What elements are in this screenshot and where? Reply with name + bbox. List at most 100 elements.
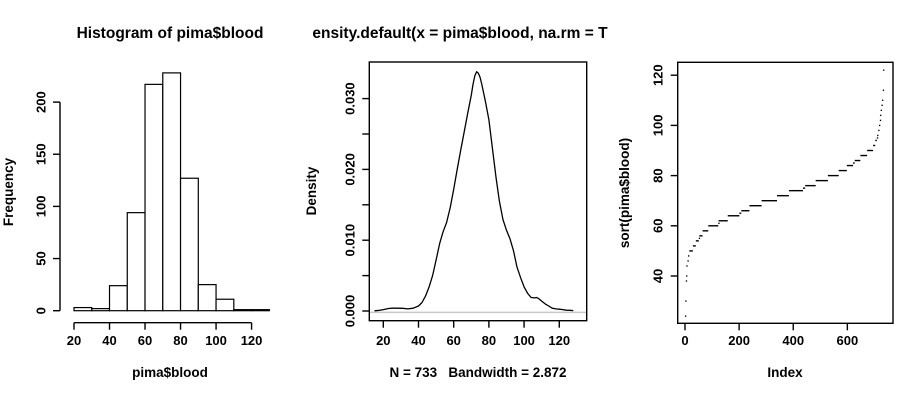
y-tick-label: 40 bbox=[650, 269, 665, 283]
sorted-values-chart: 0 200 400 600 40 60 80 100 120 Index sort(pima$b… bbox=[617, 61, 894, 380]
density-curve bbox=[374, 71, 574, 312]
data-points-run bbox=[876, 137, 879, 139]
sorted-values-ylabel: sort(pima$blood) bbox=[617, 138, 632, 248]
x-tick-label: 100 bbox=[513, 333, 535, 348]
plot-box bbox=[677, 61, 894, 324]
y-tick-label: 0.010 bbox=[342, 224, 357, 257]
x-tick-label: 40 bbox=[102, 333, 116, 348]
data-points-run bbox=[687, 260, 689, 262]
data-points-run bbox=[692, 245, 696, 247]
data-points-run bbox=[873, 144, 876, 147]
x-tick-label: 200 bbox=[728, 333, 750, 348]
y-tick-label: 80 bbox=[650, 168, 665, 182]
data-points-run bbox=[686, 265, 688, 267]
x-tick-label: 80 bbox=[482, 333, 496, 348]
data-points-run bbox=[749, 205, 762, 207]
data-points-run bbox=[838, 169, 847, 172]
density-xlabel: N = 733 Bandwidth = 2.872 bbox=[389, 365, 566, 380]
data-points-run bbox=[685, 280, 688, 282]
histogram-title: Histogram of pima$blood bbox=[77, 25, 264, 42]
sorted-values-plot-area: 0 200 400 600 40 60 80 100 120 bbox=[650, 61, 894, 348]
density-plot-area: 20 40 60 80 100 120 0.000 0.010 0.020 0.030 bbox=[342, 61, 588, 348]
data-points-run bbox=[846, 164, 854, 167]
data-points-run bbox=[802, 187, 806, 189]
histogram-xlabel: pima$blood bbox=[132, 365, 208, 380]
histogram-bar bbox=[179, 177, 199, 312]
data-points-run bbox=[741, 210, 750, 212]
data-points-run bbox=[685, 300, 687, 302]
data-points-run bbox=[686, 275, 688, 277]
density-title: ensity.default(x = pima$blood, na.rm = T bbox=[312, 25, 608, 42]
y-tick-label: 50 bbox=[33, 251, 48, 265]
data-points-run bbox=[880, 109, 882, 112]
sorted-values-panel: 0 200 400 600 40 60 80 100 120 Index sort(pima$b… bbox=[616, 0, 924, 400]
histogram-plot-area: 20 40 60 80 100 120 0 50 100 150 200 bbox=[33, 72, 270, 348]
x-tick-label: 600 bbox=[837, 333, 859, 348]
x-tick-label: 20 bbox=[376, 333, 390, 348]
data-points-run bbox=[777, 194, 789, 197]
data-points-run bbox=[879, 119, 882, 122]
y-tick-label: 150 bbox=[33, 143, 48, 165]
y-tick-label: 0.030 bbox=[342, 82, 357, 115]
data-points-run bbox=[877, 134, 879, 137]
histogram-bar bbox=[144, 83, 164, 312]
histogram-bar bbox=[162, 72, 182, 312]
data-points-run bbox=[881, 99, 884, 101]
data-points-run bbox=[853, 162, 855, 164]
y-tick-label: 0 bbox=[33, 307, 48, 314]
y-tick-label: 200 bbox=[33, 91, 48, 113]
data-points-run bbox=[718, 220, 728, 222]
histogram-bar bbox=[91, 308, 111, 312]
sorted-values-xlabel: Index bbox=[767, 365, 803, 380]
histogram-ylabel: Frequency bbox=[1, 157, 16, 226]
data-points-run bbox=[880, 114, 882, 117]
histogram-bar bbox=[233, 309, 253, 312]
y-tick-label: 60 bbox=[650, 219, 665, 233]
x-tick-label: 120 bbox=[548, 333, 570, 348]
data-points-run bbox=[860, 154, 868, 157]
data-points-run bbox=[788, 189, 803, 192]
histogram-bar bbox=[215, 298, 235, 312]
density-panel: 20 40 60 80 100 120 0.000 0.010 0.020 0.030 ensit… bbox=[304, 0, 616, 400]
data-points-run bbox=[761, 200, 778, 202]
y-tick-label: 100 bbox=[33, 196, 48, 218]
data-points-run bbox=[687, 255, 690, 257]
data-points-run bbox=[854, 159, 861, 162]
x-tick-label: 120 bbox=[241, 333, 263, 348]
y-tick-label: 0.000 bbox=[342, 295, 357, 328]
histogram-chart: 20 40 60 80 100 120 0 50 100 150 200 Histogram of … bbox=[1, 25, 270, 380]
data-points-run bbox=[881, 104, 883, 107]
data-points-run bbox=[883, 69, 885, 71]
y-tick-label: 0.020 bbox=[342, 153, 357, 186]
plot-box bbox=[368, 61, 588, 322]
histogram-bar bbox=[197, 284, 217, 312]
x-tick-label: 0 bbox=[681, 333, 688, 348]
histogram-panel: 20 40 60 80 100 120 0 50 100 150 200 Histogram of … bbox=[0, 0, 308, 400]
data-points-run bbox=[867, 149, 874, 152]
data-points-run bbox=[718, 222, 720, 224]
data-points-run bbox=[878, 129, 880, 132]
data-points-run bbox=[882, 89, 885, 91]
data-points-run bbox=[689, 250, 693, 252]
density-chart: 20 40 60 80 100 120 0.000 0.010 0.020 0.030 ensit… bbox=[304, 25, 608, 380]
data-points-run bbox=[698, 237, 701, 240]
data-points-run bbox=[708, 225, 719, 227]
histogram-bar bbox=[250, 309, 270, 312]
data-points-run bbox=[815, 179, 828, 182]
data-points-run bbox=[695, 240, 699, 242]
data-points-run bbox=[805, 184, 816, 187]
data-points-run bbox=[685, 315, 687, 317]
data-points-run bbox=[702, 230, 709, 232]
density-ylabel: Density bbox=[304, 166, 319, 215]
y-tick-label: 120 bbox=[650, 64, 665, 86]
data-points-run bbox=[875, 139, 877, 142]
x-tick-label: 40 bbox=[411, 333, 425, 348]
x-tick-label: 80 bbox=[173, 333, 187, 348]
data-points-run bbox=[699, 235, 703, 237]
x-tick-label: 400 bbox=[782, 333, 804, 348]
x-tick-label: 20 bbox=[67, 333, 81, 348]
data-points-run bbox=[879, 124, 881, 127]
histogram-bar bbox=[126, 212, 146, 312]
x-tick-label: 60 bbox=[138, 333, 152, 348]
